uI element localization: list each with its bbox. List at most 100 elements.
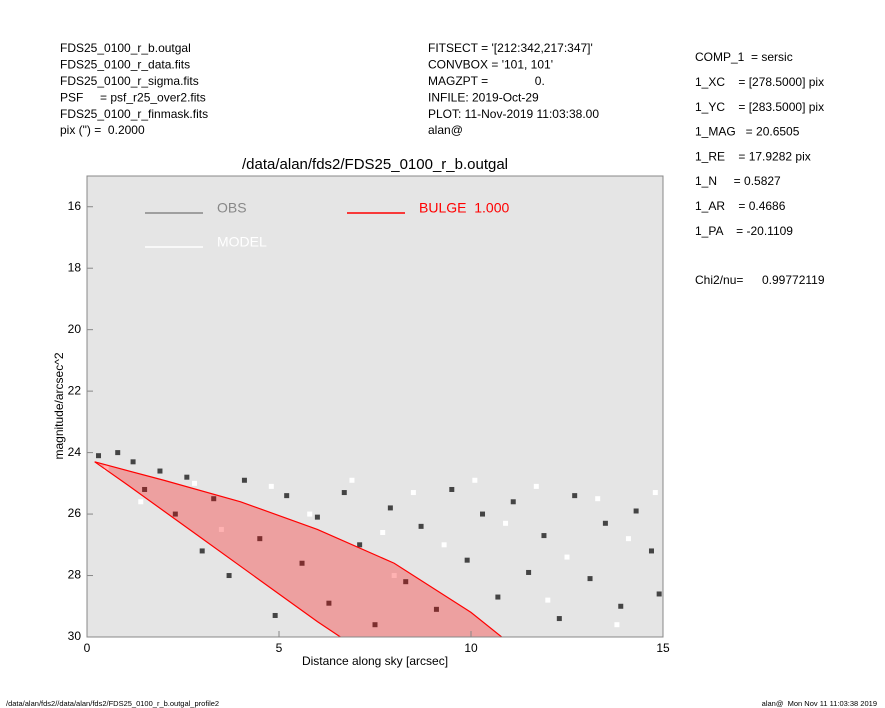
data-point xyxy=(472,477,478,483)
data-point xyxy=(652,490,658,496)
model-area xyxy=(94,461,502,637)
data-point xyxy=(199,548,205,554)
data-point xyxy=(211,496,217,502)
header-left-line: FDS25_0100_r_data.fits xyxy=(60,58,190,72)
data-point xyxy=(157,468,163,474)
header-middle-line: INFILE: 2019-Oct-29 xyxy=(428,90,539,104)
data-point xyxy=(272,612,278,618)
y-tick-label: 28 xyxy=(68,568,82,582)
data-point xyxy=(572,493,578,499)
fit-parameter: 1_PA = -20.1109 xyxy=(695,224,793,238)
y-tick-label: 30 xyxy=(68,629,82,643)
data-point xyxy=(391,573,397,579)
data-point xyxy=(403,579,409,585)
data-point xyxy=(556,616,562,622)
y-tick-label: 18 xyxy=(68,260,82,274)
legend-label: OBS xyxy=(217,200,247,216)
data-point xyxy=(618,603,624,609)
y-tick-label: 20 xyxy=(68,322,82,336)
data-point xyxy=(449,486,455,492)
data-point xyxy=(184,474,190,480)
data-point xyxy=(602,520,608,526)
data-point xyxy=(96,453,102,459)
data-point xyxy=(357,542,363,548)
y-tick-label: 16 xyxy=(68,199,82,213)
chart-title: /data/alan/fds2/FDS25_0100_r_b.outgal xyxy=(242,156,508,173)
data-point xyxy=(142,486,148,492)
data-point xyxy=(387,505,393,511)
data-point xyxy=(241,477,247,483)
header-middle-line: CONVBOX = '101, 101' xyxy=(428,58,553,72)
y-tick-label: 26 xyxy=(68,506,82,520)
data-point xyxy=(625,536,631,542)
data-point xyxy=(138,499,144,505)
data-point xyxy=(326,600,332,606)
data-point xyxy=(226,573,232,579)
header-left-line: FDS25_0100_r_sigma.fits xyxy=(60,74,199,88)
data-point xyxy=(464,557,470,563)
y-axis-label: magnitude/arcsec^2 xyxy=(52,352,66,459)
header-middle-line: FITSECT = '[212:342,217:347]' xyxy=(428,41,593,55)
fit-parameter: 1_MAG = 20.6505 xyxy=(695,125,800,139)
data-point xyxy=(526,569,532,575)
plot-frame xyxy=(86,175,664,638)
header-left-line: pix (") = 0.2000 xyxy=(60,123,145,137)
x-tick-label: 10 xyxy=(464,641,478,655)
data-point xyxy=(595,496,601,502)
legend-label: BULGE 1.000 xyxy=(419,200,509,216)
header-left-line: FDS25_0100_r_finmask.fits xyxy=(60,107,208,121)
x-axis-label: Distance along sky [arcsec] xyxy=(302,654,448,668)
header-middle-line: alan@ xyxy=(428,123,463,137)
fit-parameter: 1_YC = [283.5000] pix xyxy=(695,100,824,114)
data-point xyxy=(541,533,547,539)
data-point xyxy=(284,493,290,499)
header-middle-line: PLOT: 11-Nov-2019 11:03:38.00 xyxy=(428,107,599,121)
data-point xyxy=(503,520,509,526)
data-point xyxy=(480,511,486,517)
model-lower xyxy=(94,461,341,637)
x-tick-label: 5 xyxy=(276,641,283,655)
data-point xyxy=(495,594,501,600)
x-tick-label: 15 xyxy=(656,641,670,655)
data-point xyxy=(314,514,320,520)
plot-area xyxy=(87,176,663,637)
data-point xyxy=(103,465,109,471)
header-left-line: PSF = psf_r25_over2.fits xyxy=(60,90,206,104)
data-point xyxy=(614,622,620,628)
data-point xyxy=(533,483,539,489)
fit-parameter: 1_N = 0.5827 xyxy=(695,174,781,188)
data-point xyxy=(268,483,274,489)
data-point xyxy=(372,622,378,628)
x-tick-label: 0 xyxy=(84,641,91,655)
header-left-line: FDS25_0100_r_b.outgal xyxy=(60,41,191,55)
data-point xyxy=(587,576,593,582)
data-point xyxy=(257,536,263,542)
data-point xyxy=(172,511,178,517)
data-point xyxy=(218,526,224,532)
data-point xyxy=(115,450,121,456)
data-point xyxy=(299,560,305,566)
data-point xyxy=(349,477,355,483)
legend-label: MODEL xyxy=(217,234,267,250)
data-point xyxy=(633,508,639,514)
data-point xyxy=(192,480,198,486)
data-point xyxy=(545,597,551,603)
data-point xyxy=(433,606,439,612)
fit-parameter: COMP_1 = sersic xyxy=(695,50,793,64)
footer-left: /data/alan/fds2//data/alan/fds2/FDS25_01… xyxy=(6,699,219,708)
data-point xyxy=(656,591,662,597)
data-point xyxy=(380,530,386,536)
data-point xyxy=(341,490,347,496)
y-tick-label: 22 xyxy=(68,383,82,397)
chi2-label: Chi2/nu= xyxy=(695,273,743,287)
chi2-value: 0.99772119 xyxy=(762,273,825,287)
plot-marks xyxy=(94,450,662,637)
data-point xyxy=(564,554,570,560)
y-tick-label: 24 xyxy=(68,445,82,459)
model-upper xyxy=(94,461,503,637)
data-point xyxy=(441,542,447,548)
data-point xyxy=(510,499,516,505)
data-point xyxy=(130,459,136,465)
data-point xyxy=(648,548,654,554)
